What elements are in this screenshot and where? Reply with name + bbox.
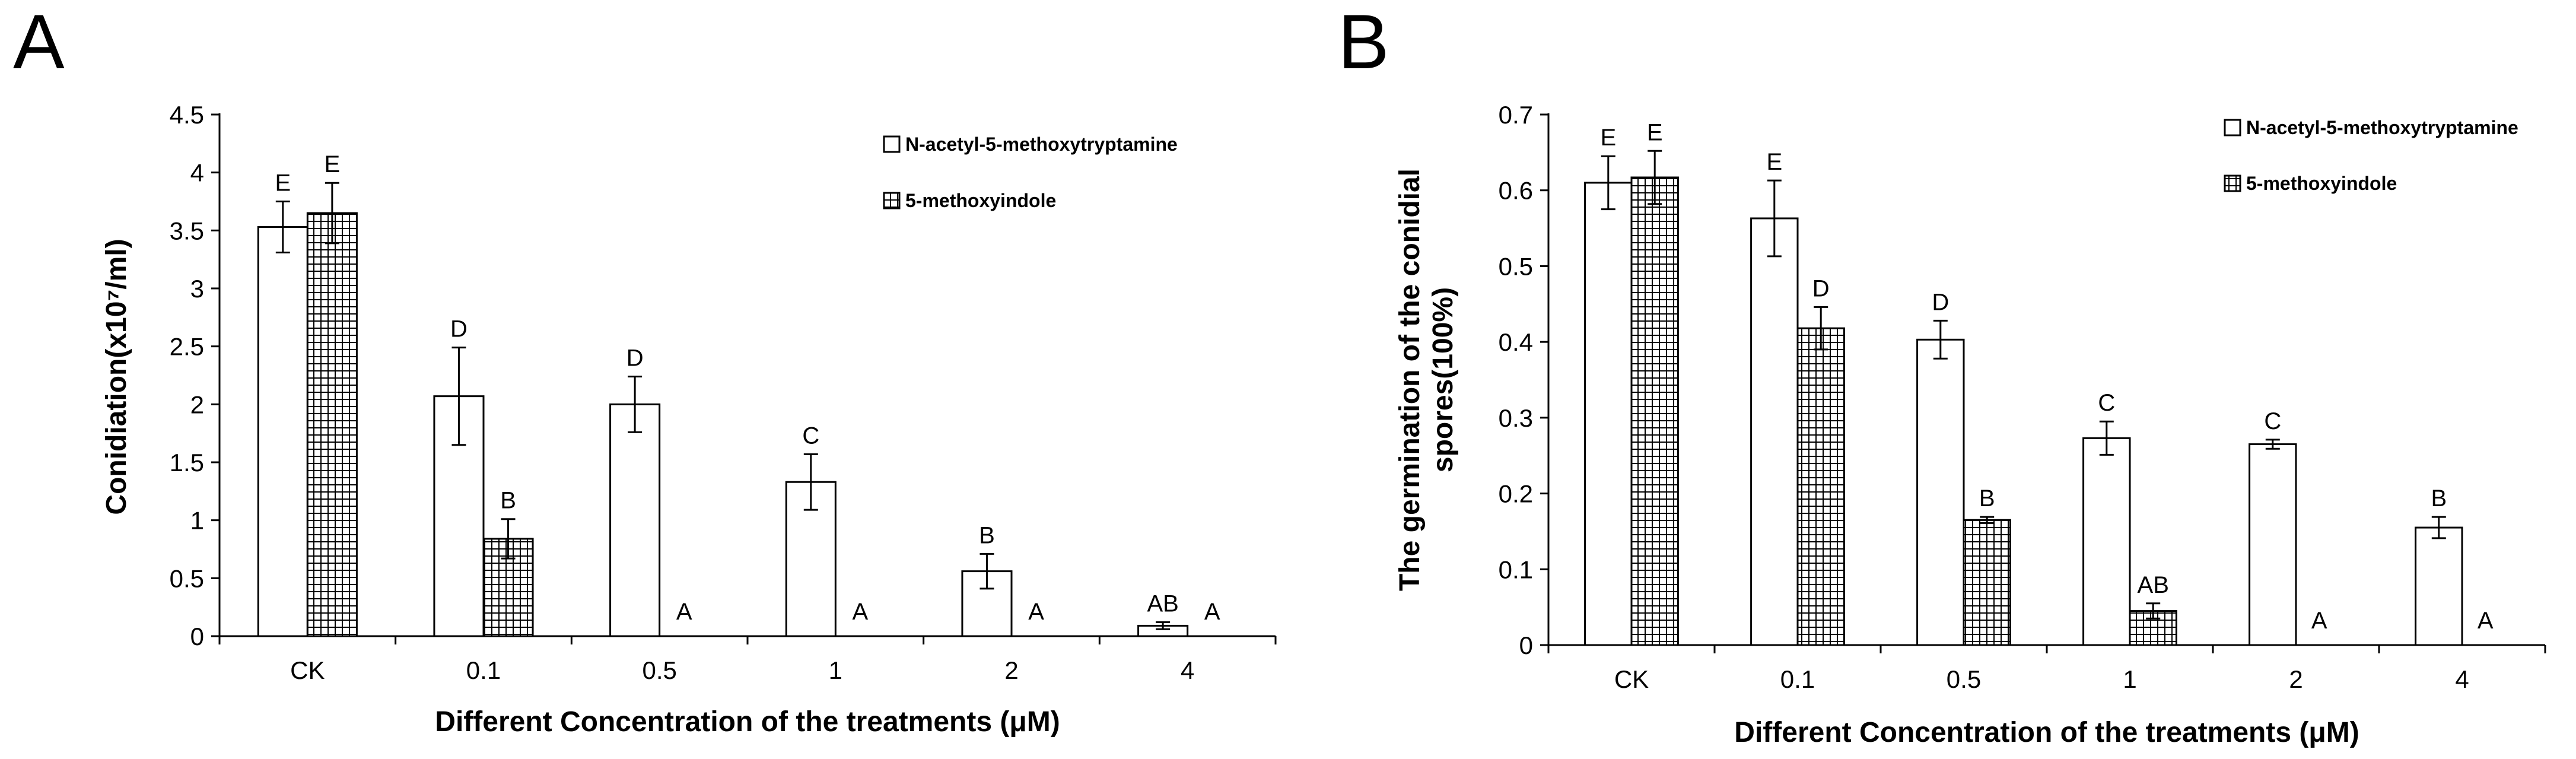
significance-label: A (676, 599, 692, 625)
significance-label: AB (1147, 591, 1178, 617)
legend-swatch (2224, 174, 2241, 192)
legend-swatch (883, 135, 901, 153)
chart-panel-a: A00.511.522.533.544.5CK 0.1 0.5 1 2 4EDDCBABE… (13, 0, 1277, 738)
x-axis-title: Different Concentration of the treatment… (1734, 717, 2359, 748)
significance-label: D (1812, 275, 1830, 301)
y-tick-label: 0.5 (1499, 252, 1533, 280)
bar-5-methoxyindole (306, 212, 358, 637)
legend-label: N-acetyl-5-methoxytryptamine (905, 134, 1178, 155)
y-tick-label: 0 (190, 623, 204, 650)
bar-5-methoxyindole (1963, 519, 2011, 646)
x-tick-label: CK (1614, 665, 1649, 693)
bar-n-acetyl-5-methoxytryptamine (2082, 437, 2131, 646)
bar-5-methoxyindole (1630, 176, 1679, 646)
significance-label: E (275, 170, 291, 196)
x-tick-label: 4 (1181, 656, 1194, 684)
significance-label: B (979, 522, 995, 548)
y-tick-label: 3 (190, 275, 204, 303)
significance-label: E (325, 151, 341, 177)
legend-label: N-acetyl-5-methoxytryptamine (2246, 117, 2518, 138)
x-tick-label: 0.5 (642, 656, 676, 684)
bar-n-acetyl-5-methoxytryptamine (2415, 526, 2463, 646)
significance-label: A (2478, 608, 2494, 634)
y-tick-label: 2 (190, 390, 204, 418)
significance-label: A (2311, 608, 2327, 634)
bar-5-methoxyindole (1796, 327, 1845, 646)
significance-label: B (2431, 485, 2447, 512)
significance-label: D (626, 345, 644, 371)
x-tick-label: 1 (2123, 665, 2136, 693)
significance-label: A (853, 599, 869, 625)
significance-label: A (1204, 599, 1220, 625)
significance-label: B (500, 488, 516, 514)
x-tick-label: CK (290, 656, 325, 684)
significance-label: E (1600, 125, 1616, 151)
significance-label: E (1766, 149, 1782, 175)
legend-swatch (2224, 119, 2241, 136)
chart-panel-b: B 0 0.1 0.2 0.3 0.4 0.5 0.6 0.7 CK 0.1 0.5 1 2 4 E E D C C B… (1338, 0, 2546, 748)
significance-label: A (1028, 599, 1044, 625)
significance-label: C (2098, 390, 2115, 416)
panel-letter: A (13, 0, 65, 85)
bar-n-acetyl-5-methoxytryptamine (1916, 338, 1965, 646)
x-axis-title: Different Concentration of the treatment… (435, 706, 1060, 738)
y-tick-label: 0.6 (1499, 177, 1533, 205)
significance-label: D (1932, 289, 1949, 315)
legend-label: 5-methoxyindole (2246, 173, 2397, 194)
bar-n-acetyl-5-methoxytryptamine (2249, 443, 2297, 646)
panel-letter: B (1338, 0, 1389, 85)
y-tick-label: 0.7 (1499, 101, 1533, 129)
significance-label: D (450, 316, 468, 342)
x-tick-label: 0.1 (1780, 665, 1815, 693)
bar-n-acetyl-5-methoxytryptamine (1750, 217, 1799, 646)
bar-n-acetyl-5-methoxytryptamine (609, 403, 661, 637)
legend-label: 5-methoxyindole (905, 190, 1056, 211)
y-tick-label: 0.1 (1499, 555, 1533, 583)
significance-label: C (2264, 408, 2281, 434)
y-tick-label: 2.5 (170, 333, 204, 361)
y-tick-label: 4 (190, 159, 204, 187)
y-tick-label: 4.5 (170, 101, 204, 129)
y-axis-title: Conidiation(x10⁷/ml) (101, 239, 132, 515)
y-tick-label: 0.4 (1499, 328, 1533, 356)
x-tick-label: 0.5 (1947, 665, 1981, 693)
x-tick-label: 2 (1004, 656, 1018, 684)
significance-label: E (1647, 119, 1663, 145)
significance-label: AB (2138, 572, 2169, 598)
x-tick-label: 1 (829, 656, 842, 684)
y-tick-label: 0.3 (1499, 404, 1533, 432)
x-tick-label: 2 (2289, 665, 2303, 693)
x-tick-label: 0.1 (466, 656, 501, 684)
significance-label: B (1979, 485, 1995, 512)
y-tick-label: 0.5 (170, 564, 204, 592)
y-axis-title: The germination of the conidial (1394, 169, 1426, 591)
x-tick-label: 4 (2455, 665, 2469, 693)
y-tick-label: 0 (1519, 631, 1533, 659)
bar-n-acetyl-5-methoxytryptamine (257, 226, 309, 637)
legend-swatch (883, 192, 901, 209)
significance-label: C (802, 423, 819, 449)
bar-n-acetyl-5-methoxytryptamine (1584, 182, 1633, 646)
y-tick-label: 1 (190, 507, 204, 535)
y-tick-label: 0.2 (1499, 480, 1533, 508)
y-axis-title: spores(100%) (1427, 287, 1459, 472)
y-tick-label: 3.5 (170, 217, 204, 244)
y-tick-label: 1.5 (170, 449, 204, 477)
